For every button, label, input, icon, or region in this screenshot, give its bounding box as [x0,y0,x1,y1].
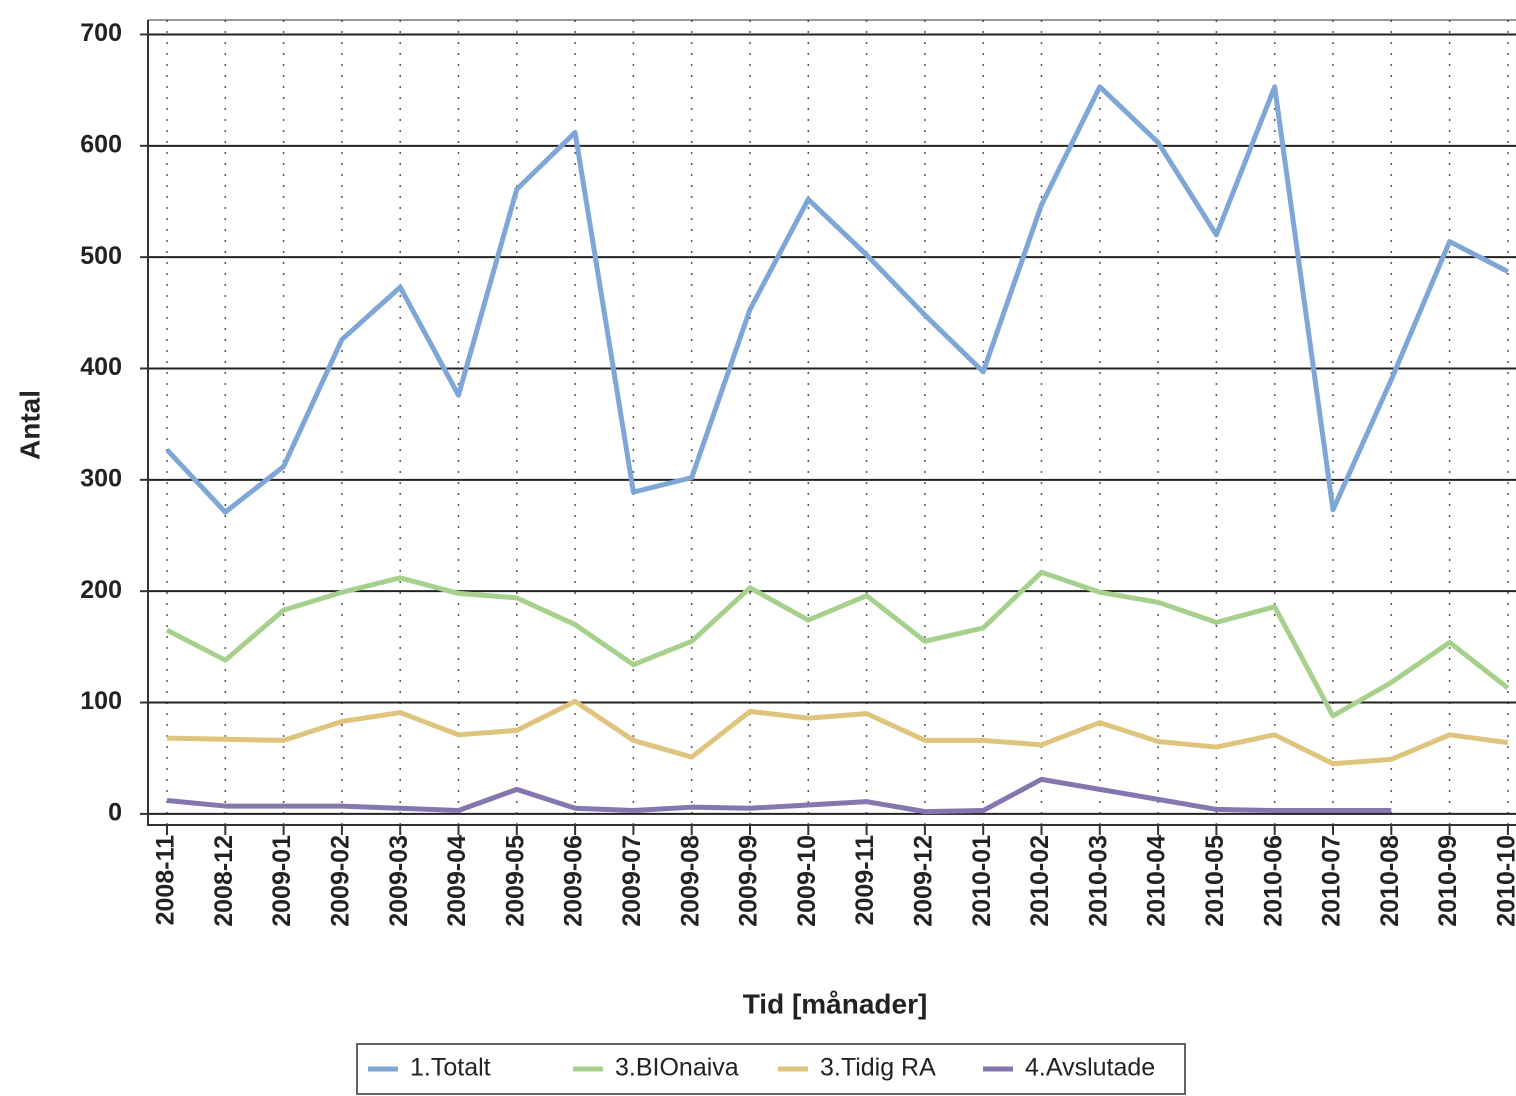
y-tick-label: 300 [80,464,122,492]
x-tick-label: 2009-03 [385,835,413,927]
x-tick-label: 2009-06 [560,835,588,927]
y-tick-label: 600 [80,130,122,158]
series-line [166,776,1392,815]
x-tick-label: 2010-09 [1434,835,1462,927]
x-tick-label: 2010-05 [1201,835,1229,927]
x-tick-label: 2010-01 [968,835,996,927]
legend-label: 3.Tidig RA [820,1054,936,1082]
x-tick-label: 2009-04 [443,835,471,927]
x-tick-label: 2009-08 [676,835,704,927]
x-tick-label: 2010-10 [1493,835,1516,927]
x-tick-label: 2008-11 [152,835,180,925]
x-tick-label: 2009-05 [501,835,529,927]
x-tick-label: 2010-02 [1026,835,1054,927]
x-tick-label: 2009-10 [793,835,821,927]
x-tick-label: 2009-12 [910,835,938,927]
x-tick-label: 2010-03 [1084,835,1112,927]
plot-frame [147,20,1516,826]
y-tick-label: 400 [80,353,122,381]
x-tick-label: 2010-08 [1376,835,1404,927]
x-tick-label: 2009-07 [618,835,646,927]
x-tick-label: 2009-02 [327,835,355,927]
x-axis-title: Tid [månader] [743,988,928,1019]
series-line [165,569,1510,719]
x-tick-label: 2009-11 [851,835,879,925]
legend-label: 3.BIOnaiva [615,1054,739,1082]
y-tick-label: 100 [80,687,122,715]
x-tick-label: 2010-06 [1259,835,1287,927]
legend-label: 1.Totalt [410,1054,491,1082]
y-tick-label: 200 [80,576,122,604]
y-tick-label: 700 [80,19,122,47]
legend-label: 4.Avslutade [1025,1054,1155,1082]
y-axis-title: Antal [14,390,45,460]
x-tick-label: 2009-09 [735,835,763,927]
y-tick-label: 0 [108,798,122,826]
y-tick-label: 500 [80,242,122,270]
legend-box [356,1043,1186,1095]
series-line [165,84,1510,515]
series-line [166,698,1509,767]
x-tick-label: 2010-04 [1143,835,1171,927]
x-tick-label: 2010-07 [1318,835,1346,927]
x-tick-label: 2009-01 [268,835,296,927]
x-tick-label: 2008-12 [210,835,238,927]
